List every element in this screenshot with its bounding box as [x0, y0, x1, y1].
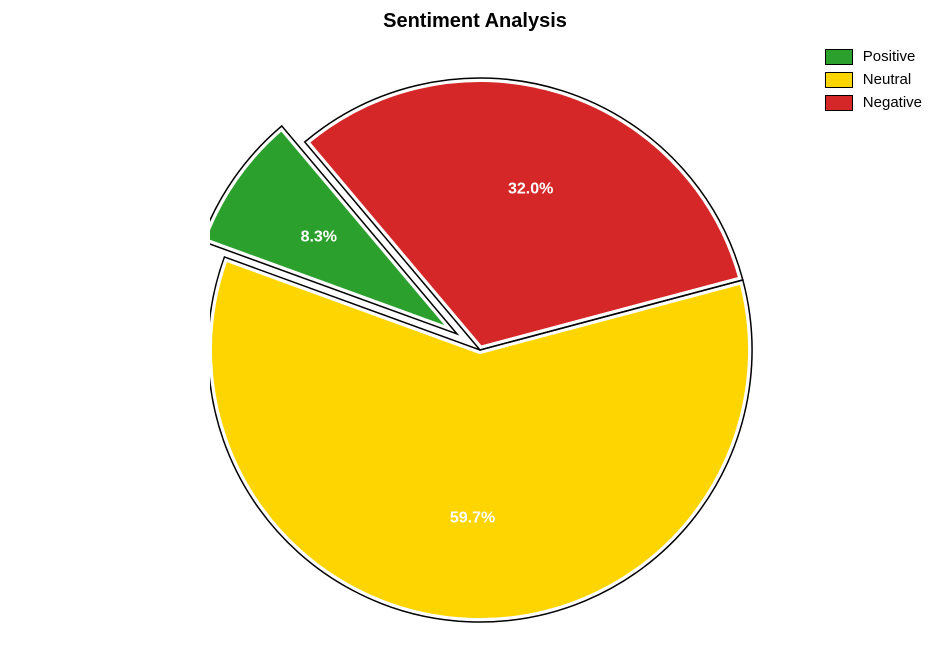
slice-percent-label: 32.0% — [508, 180, 553, 197]
legend-label: Negative — [863, 94, 922, 111]
legend-item: Neutral — [825, 71, 922, 88]
pie-svg: 8.3% 32.0% 59.7% — [210, 60, 770, 650]
legend-item: Negative — [825, 94, 922, 111]
legend-swatch — [825, 95, 853, 111]
legend-label: Positive — [863, 48, 916, 65]
chart-title: Sentiment Analysis — [383, 10, 567, 33]
legend-item: Positive — [825, 48, 922, 65]
legend-label: Neutral — [863, 71, 911, 88]
legend: Positive Neutral Negative — [825, 48, 922, 111]
legend-swatch — [825, 72, 853, 88]
slice-percent-label: 8.3% — [301, 229, 337, 246]
slice-percent-label: 59.7% — [450, 510, 495, 527]
sentiment-pie-chart: Sentiment Analysis 8.3% 32.0% 59.7% Positi… — [0, 0, 950, 662]
legend-swatch — [825, 49, 853, 65]
